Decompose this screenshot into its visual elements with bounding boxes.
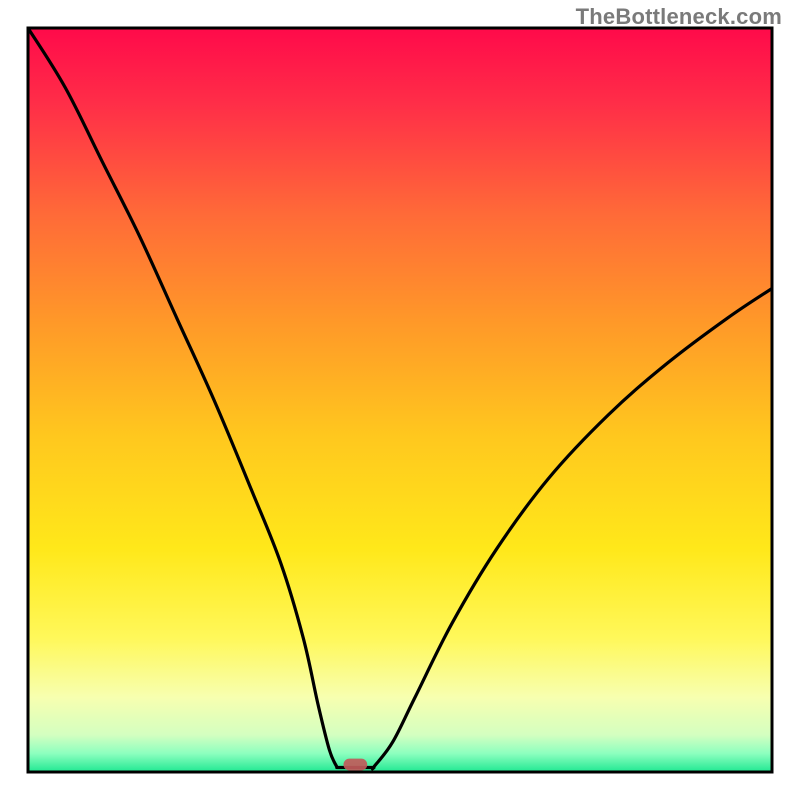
optimum-marker: [343, 759, 367, 771]
watermark-text: TheBottleneck.com: [576, 4, 782, 30]
plot-background: [28, 28, 772, 772]
bottleneck-chart: [0, 0, 800, 800]
chart-container: { "meta": { "watermark": "TheBottleneck.…: [0, 0, 800, 800]
